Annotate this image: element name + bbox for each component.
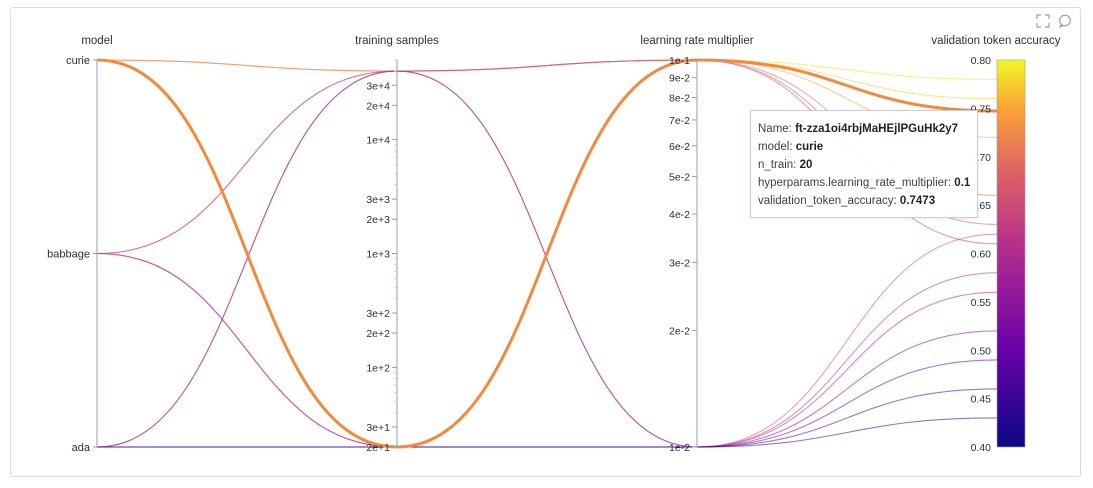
tick-label: 2e+3 [366, 214, 390, 226]
tick-label: 3e+3 [366, 194, 390, 206]
axis-title: validation token accuracy [931, 35, 1060, 47]
tooltip-lr-label: hyperparams.learning_rate_multiplier: [758, 177, 955, 189]
series-line[interactable] [97, 417, 998, 448]
tooltip-lr-row: hyperparams.learning_rate_multiplier: 0.… [758, 174, 970, 192]
tick-label: 3e+2 [366, 308, 390, 320]
tooltip-model-row: model: curie [758, 138, 970, 156]
tooltip-model-value: curie [795, 141, 824, 153]
tick-label: 1e-2 [669, 442, 690, 454]
tick-label: 0.45 [971, 394, 992, 406]
axes-layer: model curie babbage ada training samples 3e+4… [47, 35, 1061, 454]
colorbar [996, 59, 1026, 448]
tick-label: 0.50 [971, 345, 992, 357]
tick-label: 1e+2 [366, 362, 390, 374]
axis-title: model [81, 35, 112, 47]
panel-toolbar [1036, 14, 1083, 28]
tick-label: 5e-2 [669, 171, 690, 183]
run-tooltip: Name: ft-zza1oi4rbjMaHEjlPGuHk2y7 model:… [750, 110, 978, 218]
series-line[interactable] [97, 359, 998, 448]
tick-label: 3e+4 [366, 80, 390, 92]
series-line-highlighted[interactable] [96, 58, 998, 449]
axis-title: training samples [355, 35, 439, 47]
tick-label: 0.80 [971, 55, 992, 67]
tick-label: 1e+4 [366, 135, 390, 147]
axis-title: learning rate multiplier [640, 35, 753, 47]
tick-label: ada [72, 442, 91, 454]
tick-label: 0.40 [971, 442, 992, 454]
tooltip-ntrain-label: n_train: [758, 159, 800, 171]
tick-label: 1e+3 [366, 249, 390, 261]
tooltip-ntrain-value: 20 [799, 159, 813, 171]
chart-panel [10, 7, 1081, 477]
tick-label: 9e-2 [669, 73, 690, 85]
tooltip-model-label: model: [758, 141, 796, 153]
tooltip-accuracy-label: validation_token_accuracy: [758, 195, 900, 207]
tick-label: 0.60 [971, 249, 992, 261]
tick-label: 3e-2 [669, 257, 690, 269]
tick-label: 2e+2 [366, 328, 390, 340]
tick-label: babbage [47, 249, 90, 261]
tick-label: 2e-2 [669, 326, 690, 338]
tick-label: curie [66, 55, 90, 67]
series-line[interactable] [96, 252, 998, 448]
tick-label: 6e-2 [669, 141, 690, 153]
tick-label: 2e+1 [366, 442, 390, 454]
tick-label: 3e+1 [366, 422, 390, 434]
expand-icon[interactable] [1036, 14, 1050, 28]
series-line[interactable] [96, 252, 998, 448]
tooltip-name-label: Name: [758, 123, 796, 135]
series-line[interactable] [96, 70, 998, 448]
tick-label: 0.55 [971, 297, 992, 309]
tick-label: 7e-2 [669, 115, 690, 127]
comment-icon[interactable] [1058, 14, 1072, 28]
tooltip-accuracy-row: validation_token_accuracy: 0.7473 [758, 192, 970, 210]
series-line[interactable] [97, 388, 998, 448]
tooltip-lr-value: 0.1 [954, 177, 971, 189]
tick-label: 2e+4 [366, 100, 390, 112]
tooltip-name-value: ft-zza1oi4rbjMaHEjlPGuHk2y7 [795, 123, 959, 135]
tooltip-accuracy-value: 0.7473 [899, 195, 936, 207]
tooltip-ntrain-row: n_train: 20 [758, 156, 970, 174]
tick-label: 8e-2 [669, 93, 690, 105]
tick-label: 1e-1 [669, 55, 690, 67]
tooltip-name-row: Name: ft-zza1oi4rbjMaHEjlPGuHk2y7 [758, 120, 970, 138]
tick-label: 4e-2 [669, 209, 690, 221]
